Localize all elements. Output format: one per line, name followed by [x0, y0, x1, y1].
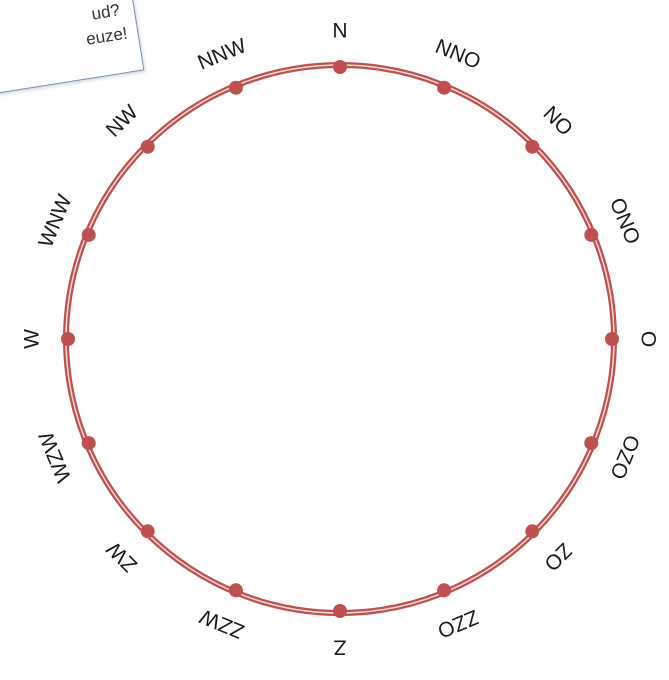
- direction-label-zo: ZO: [539, 538, 576, 575]
- direction-dot-nno: [437, 80, 452, 95]
- direction-label-zw: ZW: [102, 537, 141, 576]
- direction-dot-zzw: [228, 583, 243, 598]
- direction-dots: [61, 60, 619, 618]
- direction-dot-w: [61, 332, 75, 346]
- direction-dot-nnw: [228, 80, 243, 95]
- note-line: euze!: [84, 23, 129, 49]
- direction-dot-wzw: [81, 436, 96, 451]
- direction-label-nw: NW: [102, 101, 143, 142]
- direction-label-zzw: ZZW: [197, 604, 248, 643]
- direction-label-wzw: WZW: [35, 428, 76, 485]
- direction-dot-wnw: [81, 227, 96, 242]
- direction-label-no: NO: [539, 102, 578, 141]
- direction-dot-zo: [525, 524, 540, 539]
- direction-dot-ozo: [584, 436, 599, 451]
- note-line: ud?: [90, 0, 122, 24]
- direction-dot-zzo: [437, 583, 452, 598]
- direction-dot-ono: [584, 227, 599, 242]
- direction-label-n: N: [332, 20, 347, 43]
- direction-dot-no: [525, 139, 540, 154]
- direction-label-o: O: [637, 331, 660, 347]
- direction-label-z: Z: [333, 636, 346, 659]
- direction-dot-nw: [140, 139, 155, 154]
- direction-dot-o: [605, 332, 619, 346]
- direction-label-nno: NNO: [432, 35, 484, 74]
- direction-label-ozo: OZO: [605, 431, 644, 482]
- direction-label-w: W: [21, 329, 44, 349]
- direction-dot-zw: [140, 524, 155, 539]
- direction-label-zzo: ZZO: [434, 605, 482, 642]
- direction-labels: N NNO NO ONO O OZO ZO ZZO Z ZZW ZW WZW W WNW NW NNW: [21, 20, 660, 659]
- direction-label-wnw: WNW: [34, 191, 76, 251]
- direction-dot-n: [333, 60, 347, 74]
- direction-dot-z: [333, 604, 347, 618]
- direction-label-nnw: NNW: [195, 34, 250, 75]
- direction-label-ono: ONO: [605, 195, 645, 248]
